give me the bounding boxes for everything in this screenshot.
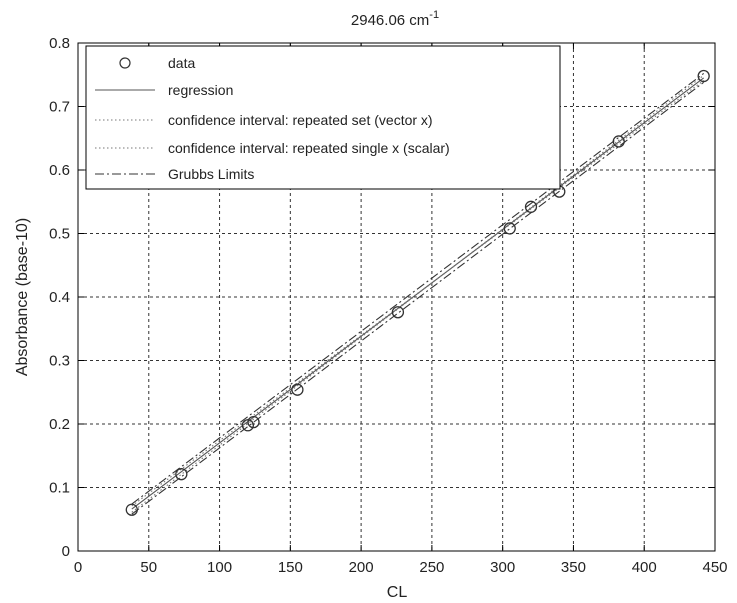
data-point [175, 468, 188, 481]
y-tick-label: 0.5 [49, 226, 70, 243]
data-markers [125, 69, 710, 516]
x-tick-label: 300 [490, 559, 515, 576]
x-tick-label: 50 [140, 559, 157, 576]
legend: data regression confidence interval: rep… [85, 45, 561, 190]
y-tick-label: 0.8 [49, 35, 70, 52]
legend-marker-data [119, 57, 131, 69]
chart-title-main: 2946.06 cm [351, 12, 429, 29]
chart-title-superscript: -1 [429, 9, 439, 21]
data-point [391, 306, 405, 319]
legend-label-grubbs: Grubbs Limits [168, 166, 254, 182]
legend-box [85, 45, 561, 190]
data-point [291, 383, 304, 396]
y-tick-label: 0.2 [49, 416, 70, 433]
series-lines [131, 73, 705, 515]
y-axis-label: Absorbance (base-10) [14, 218, 31, 376]
y-tick-label: 0.1 [49, 480, 70, 497]
legend-label-regression: regression [168, 82, 233, 98]
data-point [697, 69, 710, 83]
x-tick-label: 450 [702, 559, 727, 576]
y-axis: 0 0.1 0.2 0.3 0.4 0.5 0.6 0.7 0.8 [49, 35, 715, 560]
x-tick-label: 400 [632, 559, 657, 576]
series-line-dashdot [131, 73, 705, 505]
data-point [524, 200, 538, 213]
y-tick-label: 0.3 [49, 353, 70, 370]
x-axis: 0 50 100 150 200 250 300 350 400 450 [74, 43, 728, 576]
data-point [125, 503, 138, 516]
legend-label-ci-vector: confidence interval: repeated set (vecto… [168, 112, 433, 128]
y-tick-label: 0 [62, 543, 70, 560]
x-tick-label: 100 [207, 559, 232, 576]
data-point [503, 222, 516, 235]
x-axis-label: CL [387, 584, 408, 601]
x-tick-label: 0 [74, 559, 82, 576]
y-tick-label: 0.4 [49, 289, 70, 306]
series-line-dashdot [131, 81, 705, 515]
y-tick-label: 0.7 [49, 99, 70, 116]
legend-label-data: data [168, 55, 195, 71]
chart-title: 2946.06 cm-1 [351, 9, 439, 29]
x-tick-label: 350 [561, 559, 586, 576]
legend-label-ci-scalar: confidence interval: repeated single x (… [168, 140, 450, 156]
x-tick-label: 200 [349, 559, 374, 576]
x-tick-label: 250 [419, 559, 444, 576]
x-tick-label: 150 [278, 559, 303, 576]
data-point [612, 135, 625, 148]
y-tick-label: 0.6 [49, 162, 70, 179]
data-point [247, 415, 260, 429]
